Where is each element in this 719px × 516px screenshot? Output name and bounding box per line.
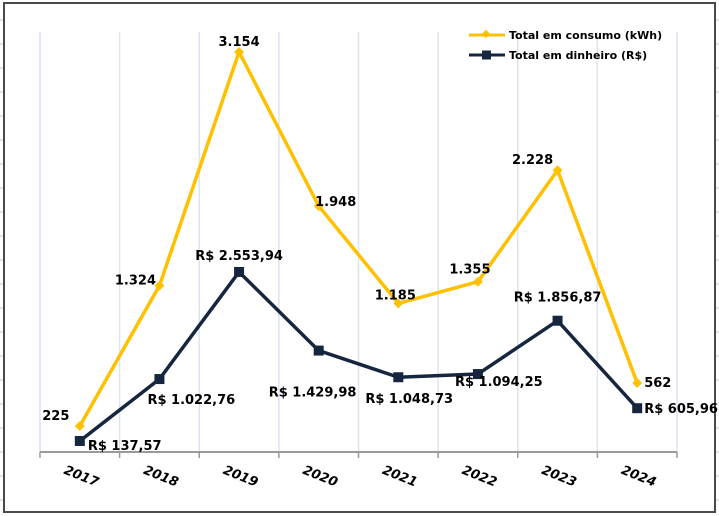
legend: Total em consumo (kWh) Total em dinheiro… xyxy=(469,29,662,62)
legend-marker-square-icon xyxy=(482,50,491,60)
legend-label-consumo: Total em consumo (kWh) xyxy=(509,29,662,42)
data-label-dinheiro: R$ 1.048,73 xyxy=(365,392,453,407)
x-axis xyxy=(39,451,678,458)
data-point-square[interactable] xyxy=(472,369,483,380)
data-label-consumo: 1.355 xyxy=(449,263,490,278)
data-label-dinheiro: R$ 1.856,87 xyxy=(514,291,602,306)
data-label-consumo: 1.185 xyxy=(375,288,416,303)
data-point-square[interactable] xyxy=(234,266,245,277)
data-point-square[interactable] xyxy=(552,315,563,326)
data-point-square[interactable] xyxy=(632,403,643,414)
data-label-dinheiro: R$ 605,96 xyxy=(644,402,718,417)
data-point-square[interactable] xyxy=(154,374,165,385)
legend-item-dinheiro[interactable]: Total em dinheiro (R$) xyxy=(469,49,647,62)
data-label-consumo: 2.228 xyxy=(512,153,553,168)
data-point-diamond[interactable] xyxy=(393,298,404,309)
data-label-consumo: 1.948 xyxy=(315,195,356,210)
data-point-diamond[interactable] xyxy=(472,276,483,287)
vertical-gridlines xyxy=(39,32,678,452)
series-layer xyxy=(74,47,643,446)
data-label-consumo: 225 xyxy=(42,409,69,424)
data-label-dinheiro: R$ 1.094,25 xyxy=(455,375,543,390)
data-label-consumo: 3.154 xyxy=(219,35,260,50)
line-consumo xyxy=(78,50,639,427)
legend-marker-diamond-icon xyxy=(481,29,491,39)
data-label-dinheiro: R$ 137,57 xyxy=(88,439,162,454)
data-label-dinheiro: R$ 1.022,76 xyxy=(147,393,235,408)
legend-label-dinheiro: Total em dinheiro (R$) xyxy=(509,49,647,62)
data-labels: 225 1.324 3.154 1.948 1.185 1.355 2.228 562 R$ 1… xyxy=(42,35,718,454)
data-point-diamond[interactable] xyxy=(234,47,245,57)
data-point-square[interactable] xyxy=(393,372,404,383)
data-point-diamond[interactable] xyxy=(154,280,165,291)
line-dinheiro xyxy=(78,270,639,443)
legend-item-consumo[interactable]: Total em consumo (kWh) xyxy=(469,29,662,42)
data-label-consumo: 1.324 xyxy=(115,274,156,289)
data-label-consumo: 562 xyxy=(644,376,671,391)
data-label-dinheiro: R$ 1.429,98 xyxy=(269,386,357,401)
data-point-diamond[interactable] xyxy=(313,201,324,211)
data-point-diamond[interactable] xyxy=(552,165,563,176)
series-dinheiro xyxy=(74,266,643,446)
data-point-square[interactable] xyxy=(313,345,324,356)
data-point-diamond[interactable] xyxy=(632,378,643,388)
data-label-dinheiro: R$ 2.553,94 xyxy=(195,249,283,264)
data-point-square[interactable] xyxy=(74,435,85,446)
